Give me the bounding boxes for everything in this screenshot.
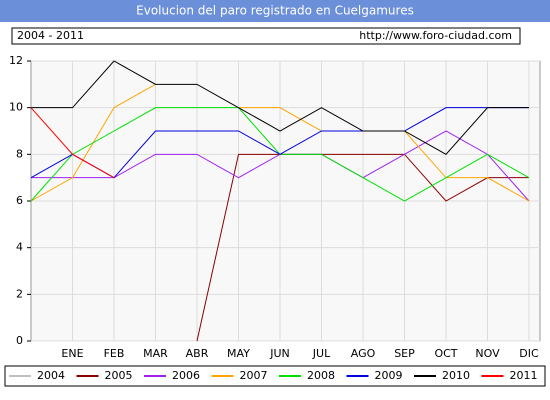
- series-line: [30, 107, 115, 179]
- y-tick-label: 2: [16, 287, 23, 300]
- y-tick-label: 0: [16, 334, 23, 347]
- x-tick-label: JUL: [312, 347, 331, 360]
- title-bar: [0, 0, 550, 22]
- legend-label: 2008: [307, 369, 335, 382]
- legend-label: 2011: [510, 369, 538, 382]
- series-line: [30, 107, 529, 179]
- subtitle: 2004 - 2011: [17, 29, 84, 42]
- x-tick-label: MAY: [227, 347, 250, 360]
- y-tick-label: 12: [9, 54, 23, 67]
- series-line: [196, 153, 529, 342]
- x-tick-label: OCT: [434, 347, 457, 360]
- x-tick-label: AGO: [351, 347, 376, 360]
- legend-label: 2010: [442, 369, 470, 382]
- source: http://www.foro-ciudad.com: [359, 29, 512, 42]
- legend-label: 2009: [375, 369, 403, 382]
- y-tick-label: 6: [16, 194, 23, 207]
- legend-box: [4, 365, 546, 387]
- legend-label: 2004: [37, 369, 65, 382]
- legend-label: 2006: [172, 369, 200, 382]
- chart-title: Evolucion del paro registrado en Cuelgam…: [136, 4, 414, 18]
- y-tick-label: 10: [9, 101, 23, 114]
- y-tick-label: 4: [16, 241, 23, 254]
- x-tick-label: DIC: [519, 347, 539, 360]
- x-tick-label: SEP: [394, 347, 415, 360]
- legend-label: 2007: [240, 369, 268, 382]
- legend-label: 2005: [105, 369, 133, 382]
- x-tick-label: ENE: [61, 347, 83, 360]
- header-box: [11, 27, 521, 45]
- x-tick-label: NOV: [475, 347, 500, 360]
- x-tick-label: ABR: [186, 347, 209, 360]
- y-tick-label: 8: [16, 147, 23, 160]
- x-tick-label: JUN: [269, 347, 290, 360]
- series-line: [31, 60, 529, 155]
- x-tick-label: FEB: [104, 347, 125, 360]
- x-tick-label: MAR: [143, 347, 168, 360]
